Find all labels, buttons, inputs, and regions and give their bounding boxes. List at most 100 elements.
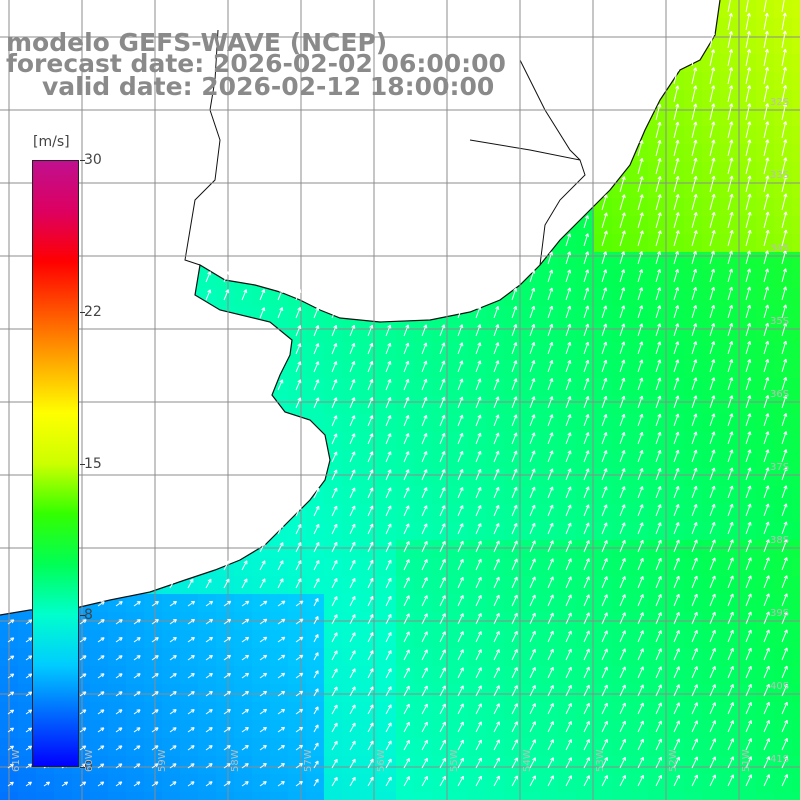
speed-cell	[144, 630, 163, 649]
speed-cell	[792, 180, 800, 199]
speed-cell	[216, 648, 235, 667]
speed-cell	[234, 684, 253, 703]
speed-cell	[72, 774, 91, 793]
longitude-label: 59W	[157, 749, 168, 772]
speed-cell	[504, 792, 523, 800]
wind-arrow	[709, 67, 716, 85]
speed-cell	[288, 792, 307, 800]
speed-cell	[792, 594, 800, 613]
speed-cell	[180, 648, 199, 667]
speed-cell	[126, 630, 145, 649]
colorbar-tick-label: 15	[84, 455, 102, 472]
speed-cell	[522, 792, 541, 800]
speed-cell	[792, 486, 800, 505]
speed-cell	[90, 684, 109, 703]
wind-arrow	[781, 103, 788, 121]
speed-cell	[720, 0, 739, 19]
speed-cell	[144, 648, 163, 667]
wind-arrow	[781, 0, 785, 13]
speed-cell	[792, 342, 800, 361]
wind-arrow	[745, 175, 752, 193]
longitude-label: 56W	[376, 749, 387, 772]
speed-cell	[666, 144, 685, 163]
wind-arrow	[673, 175, 680, 193]
speed-cell	[126, 792, 145, 800]
speed-cell	[756, 54, 775, 73]
speed-cell	[702, 54, 721, 73]
speed-cell	[738, 108, 757, 127]
speed-cell	[18, 648, 37, 667]
wind-arrow	[727, 157, 734, 175]
speed-cell	[234, 594, 253, 613]
speed-cell	[774, 54, 793, 73]
speed-cell	[270, 774, 289, 793]
wind-arrow	[781, 12, 787, 31]
speed-cell	[738, 72, 757, 91]
speed-cell	[270, 630, 289, 649]
speed-cell	[774, 0, 793, 19]
speed-cell	[90, 738, 109, 757]
speed-cell	[198, 756, 217, 775]
speed-cell	[756, 126, 775, 145]
speed-cell	[756, 144, 775, 163]
wind-arrow	[709, 139, 716, 157]
speed-cell	[774, 180, 793, 199]
latitude-label: 32S	[770, 97, 790, 108]
colorbar-tick-mark	[80, 463, 85, 465]
speed-cell	[216, 756, 235, 775]
speed-cell	[126, 594, 145, 613]
speed-cell	[288, 594, 307, 613]
speed-cell	[288, 702, 307, 721]
speed-cell	[792, 468, 800, 487]
wind-arrow	[709, 175, 716, 193]
speed-cell	[90, 666, 109, 685]
speed-cell	[720, 144, 739, 163]
speed-cell	[90, 756, 109, 775]
speed-cell	[252, 648, 271, 667]
speed-cell	[198, 666, 217, 685]
wind-arrow	[727, 121, 734, 139]
speed-cell	[216, 666, 235, 685]
speed-cell	[72, 792, 91, 800]
speed-cell	[684, 108, 703, 127]
speed-cell	[144, 702, 163, 721]
speed-cell	[180, 774, 199, 793]
speed-cell	[720, 108, 739, 127]
speed-cell	[720, 18, 739, 37]
wind-arrow	[763, 30, 769, 49]
speed-cell	[738, 90, 757, 109]
wind-arrow	[781, 139, 788, 157]
speed-cell	[432, 792, 451, 800]
speed-cell	[108, 774, 127, 793]
speed-cell	[792, 450, 800, 469]
speed-cell	[468, 792, 487, 800]
speed-cell	[162, 774, 181, 793]
speed-cell	[792, 378, 800, 397]
longitude-label: 61W	[11, 749, 22, 772]
speed-cell	[252, 594, 271, 613]
speed-cell	[720, 72, 739, 91]
speed-cell	[396, 792, 415, 800]
latitude-label: 37S	[770, 462, 790, 473]
speed-cell	[234, 738, 253, 757]
wind-arrow	[763, 48, 769, 67]
wind-arrow	[709, 31, 716, 49]
speed-cell	[252, 774, 271, 793]
speed-cell	[108, 666, 127, 685]
speed-cell	[36, 792, 55, 800]
wind-arrow	[637, 176, 644, 193]
speed-cell	[54, 774, 73, 793]
speed-cell	[234, 666, 253, 685]
speed-cell	[162, 666, 181, 685]
speed-cell	[792, 738, 800, 757]
speed-cell	[792, 558, 800, 577]
speed-cell	[90, 720, 109, 739]
speed-cell	[270, 756, 289, 775]
speed-cell	[126, 684, 145, 703]
speed-cell	[198, 684, 217, 703]
valid-date: valid date: 2026-02-12 18:00:00	[42, 72, 495, 101]
latitude-label: 39S	[770, 608, 790, 619]
wind-arrow	[763, 66, 770, 85]
speed-cell	[702, 90, 721, 109]
speed-cell	[180, 720, 199, 739]
